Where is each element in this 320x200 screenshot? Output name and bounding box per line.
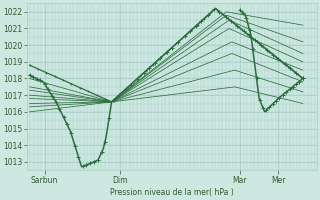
X-axis label: Pression niveau de la mer( hPa ): Pression niveau de la mer( hPa ) bbox=[110, 188, 234, 197]
